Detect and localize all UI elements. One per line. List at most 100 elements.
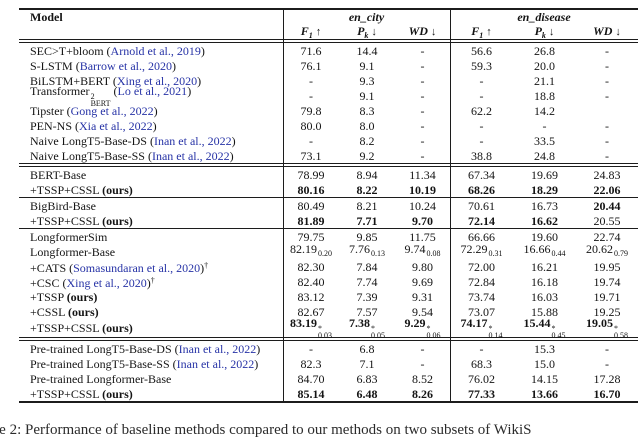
model-text: BiLSTM+BERT — [30, 73, 110, 88]
value-cell: 24.8 — [534, 148, 555, 163]
value-cell: 19.60 — [531, 229, 558, 244]
citation-link[interactable]: Barrow et al., 2020 — [79, 58, 172, 73]
table-top-rule — [19, 8, 638, 10]
significance-star: * — [614, 324, 618, 333]
value-cell: 17.28 — [593, 371, 621, 386]
table-bottom-rule — [19, 401, 638, 403]
citation-link[interactable]: Inan et al., 2022 — [153, 133, 232, 148]
value-cell: 19.25 — [593, 304, 621, 319]
model-text: +TSSP+CSSL — [30, 213, 100, 228]
model-name: Naive LongT5-Base-DS (Inan et al., 2022) — [19, 134, 283, 148]
value-cell: 14.4 — [356, 43, 378, 58]
value-cell: 22.06 — [576, 183, 638, 197]
metric-header: Pk ↓ — [513, 24, 576, 40]
std-dev: 0.03 — [318, 331, 332, 340]
value-text: 16.70 — [593, 386, 621, 401]
value-cell: 9.2 — [359, 148, 375, 163]
value-text: 81.89 — [297, 213, 325, 228]
value-cell: 70.61 — [468, 198, 495, 213]
value-cell: 9.740.08 — [395, 242, 450, 261]
table-header-row: Model en_city F1 ↑ Pk ↓ WD ↓ en_disease F1 ↑ Pk ↓ WD ↓ — [19, 10, 638, 40]
value-cell: 9.54 — [412, 304, 433, 319]
value-text: 20.62 — [586, 242, 613, 256]
model-text: PEN-NS — [30, 118, 73, 133]
model-text: Pre-trained LongT5-Base-DS — [30, 341, 172, 356]
metric-symbol: F — [471, 24, 480, 38]
value-star-std: * 0.58 — [614, 324, 628, 340]
metric-header: WD ↓ — [395, 24, 450, 39]
table-row: +CSC (Xing et al., 2020)† 82.40 7.74 9.69 72… — [19, 274, 638, 290]
paren: ) — [229, 148, 234, 163]
model-name: Naive LongT5-Base-SS (Inan et al., 2022) — [19, 149, 283, 163]
value-cell: 73.74 — [468, 289, 495, 304]
value-text: 22.06 — [593, 182, 621, 197]
table-row: Longformer-Base 82.190.20 7.760.13 9.740.08… — [19, 242, 638, 261]
citation-link[interactable]: Inan et al., 2022 — [178, 341, 257, 356]
citation-link[interactable]: Gong et al., 2022 — [70, 103, 154, 118]
value-cell: 56.6 — [471, 43, 492, 58]
model-text: +TSSP — [30, 289, 64, 304]
value-cell: 20.55 — [593, 213, 621, 228]
metric-subscript: 1 — [479, 31, 484, 40]
paren: ( — [103, 43, 111, 58]
value-cell: - — [605, 118, 609, 133]
model-column-header: Model — [30, 10, 63, 24]
citation-link[interactable]: Somasundaran et al., 2020 — [73, 260, 201, 275]
superscript: 2 — [90, 91, 95, 101]
value-cell: 6.83 — [356, 371, 378, 386]
value-cell: 80.49 — [297, 198, 325, 213]
value-cell: - — [420, 118, 425, 133]
table-row: BERT-Base 78.99 8.94 11.34 67.34 19.69 24.83 — [19, 167, 638, 182]
paren: ( — [63, 103, 71, 118]
table-row: Pre-trained Longformer-Base 84.70 6.83 8.52… — [19, 371, 638, 386]
value-cell: 67.34 — [468, 167, 495, 182]
value-cell: 19.05 * 0.58 — [576, 316, 638, 340]
value-cell: - — [542, 118, 547, 133]
citation-link[interactable]: Xia et al., 2022 — [79, 118, 153, 133]
column-divider — [283, 8, 284, 403]
value-cell: 26.8 — [534, 43, 555, 58]
model-name: SEC>T+bloom (Arnold et al., 2019) — [19, 44, 283, 58]
section-divider — [19, 228, 638, 229]
model-name: BERT-Base — [19, 168, 283, 182]
citation-link[interactable]: Xing et al., 2020 — [116, 73, 198, 88]
citation-link[interactable]: Inan et al., 2022 — [151, 148, 230, 163]
std-dev: 0.06 — [426, 331, 441, 340]
value-cell: 8.52 — [412, 371, 433, 386]
citation-link[interactable]: Arnold et al., 2019 — [110, 43, 201, 58]
value-cell: 8.0 — [359, 118, 375, 133]
value-cell: 73.1 — [300, 148, 322, 163]
value-text: 82.19 — [290, 242, 317, 256]
paren: ( — [146, 133, 154, 148]
value-cell: - — [605, 43, 609, 58]
value-cell: 73.07 — [468, 304, 495, 319]
paren: ) — [200, 43, 205, 58]
value-cell: 6.8 — [359, 341, 375, 356]
value-text: 19.05 — [586, 316, 613, 330]
model-name: +TSSP+CSSL (ours) — [19, 321, 283, 335]
value-text: 72.14 — [468, 213, 495, 228]
arrow-up-icon: ↑ — [486, 26, 492, 38]
value-text: 7.71 — [356, 213, 378, 228]
table-row: BiLSTM+BERT (Xing et al., 2020) - 9.3 - - 21.… — [19, 73, 638, 88]
model-text: +TSSP+CSSL — [30, 321, 100, 335]
model-text: Naive LongT5-Base-DS — [30, 133, 147, 148]
value-cell: - — [420, 88, 425, 103]
value-text: 8.22 — [356, 182, 378, 197]
arrow-down-icon: ↓ — [430, 26, 437, 38]
citation-link[interactable]: Xing et al., 2020 — [66, 275, 147, 290]
citation-link[interactable]: Lo et al., 2021 — [117, 83, 188, 98]
table-row: LongformerSim 79.75 9.85 11.75 66.66 19.60 22.… — [19, 229, 638, 244]
value-cell: 21.1 — [534, 73, 555, 88]
model-name: Longformer-Base — [19, 245, 283, 259]
value-text: 7.38 — [349, 316, 370, 330]
citation-link[interactable]: Inan et al., 2022 — [176, 356, 255, 371]
value-cell: 9.31 — [412, 289, 433, 304]
value-cell: - — [420, 148, 425, 163]
model-text: SEC>T+bloom — [30, 43, 104, 58]
value-cell: 14.15 — [531, 371, 558, 386]
metric-header: F1 ↑ — [450, 24, 513, 40]
model-text: +TSSP+CSSL — [30, 386, 100, 401]
value-text: 72.29 — [460, 242, 488, 256]
arrow-down-icon: ↓ — [615, 26, 621, 38]
